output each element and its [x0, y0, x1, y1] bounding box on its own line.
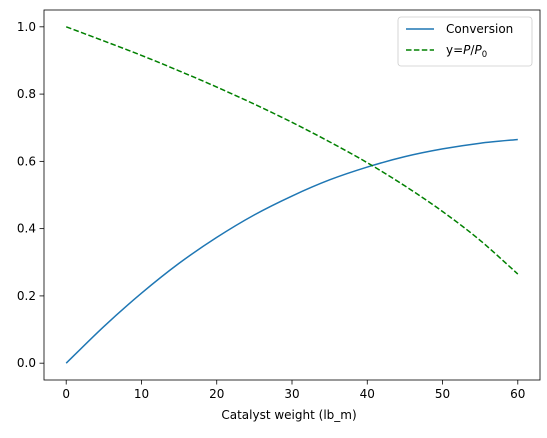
series-line-conversion [65, 138, 518, 364]
y-tick-label: 0.8 [17, 87, 36, 101]
x-tick-label: 0 [62, 387, 70, 401]
y-tick-label: 0.0 [17, 356, 36, 370]
legend-label-subscript: 0 [482, 50, 487, 60]
x-tick-label: 30 [284, 387, 299, 401]
legend: Conversion y=P/P0 [397, 16, 533, 67]
x-tick-label: 40 [360, 387, 375, 401]
legend-label-pressure-ratio: y=P/P0 [446, 43, 487, 60]
legend-label-denominator: P [474, 43, 482, 57]
series-line-pressure-ratio [65, 26, 519, 275]
x-tick-label: 20 [209, 387, 224, 401]
x-axis-ticks: 0 10 20 30 40 50 60 [62, 380, 525, 401]
y-axis-ticks: 0.0 0.2 0.4 0.6 0.8 1.0 [17, 20, 44, 370]
x-tick-label: 50 [435, 387, 450, 401]
y-tick-label: 0.4 [17, 222, 36, 236]
legend-label-separator: / [470, 43, 475, 57]
legend-label-conversion: Conversion [446, 22, 513, 36]
x-tick-label: 10 [134, 387, 149, 401]
x-axis-label: Catalyst weight (lb_m) [221, 408, 356, 422]
y-tick-label: 0.6 [17, 154, 36, 168]
legend-label-numerator: P [463, 43, 471, 57]
x-tick-label: 60 [510, 387, 525, 401]
series-layer [65, 26, 519, 364]
legend-label-prefix: y= [446, 43, 463, 57]
y-tick-label: 1.0 [17, 20, 36, 34]
y-tick-label: 0.2 [17, 289, 36, 303]
